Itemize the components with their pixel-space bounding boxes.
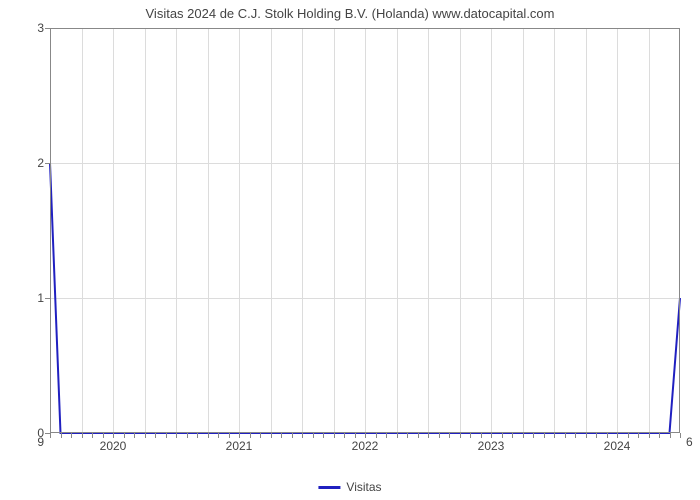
x-end-label: 6	[686, 435, 693, 449]
y-tick-mark	[45, 28, 50, 29]
y-tick-mark	[45, 298, 50, 299]
x-tick-mark	[470, 433, 471, 438]
x-tick-mark	[50, 433, 51, 438]
x-tick-mark	[82, 433, 83, 438]
x-tick-mark	[565, 433, 566, 438]
x-tick-mark	[92, 433, 93, 438]
x-tick-mark	[176, 433, 177, 438]
x-tick-mark	[407, 433, 408, 438]
x-tick-mark	[260, 433, 261, 438]
x-tick-mark	[397, 433, 398, 438]
x-tick-mark	[386, 433, 387, 438]
x-tick-mark	[617, 433, 618, 438]
series-line	[50, 163, 680, 433]
x-tick-mark	[649, 433, 650, 438]
x-tick-mark	[628, 433, 629, 438]
x-tick-mark	[439, 433, 440, 438]
legend-label: Visitas	[346, 480, 381, 494]
x-tick-mark	[533, 433, 534, 438]
y-tick-label: 1	[37, 291, 44, 305]
x-tick-mark	[670, 433, 671, 438]
x-tick-mark	[229, 433, 230, 438]
x-tick-label: 2022	[352, 439, 379, 453]
x-tick-mark	[250, 433, 251, 438]
x-tick-mark	[187, 433, 188, 438]
x-tick-mark	[586, 433, 587, 438]
x-tick-mark	[523, 433, 524, 438]
x-tick-mark	[166, 433, 167, 438]
x-tick-label: 2024	[604, 439, 631, 453]
legend-swatch	[318, 486, 340, 489]
x-tick-mark	[428, 433, 429, 438]
x-start-label: 9	[37, 435, 44, 449]
x-tick-label: 2023	[478, 439, 505, 453]
x-tick-mark	[113, 433, 114, 438]
x-tick-mark	[512, 433, 513, 438]
x-tick-mark	[355, 433, 356, 438]
x-tick-mark	[292, 433, 293, 438]
x-tick-mark	[376, 433, 377, 438]
plot-area: 0123 20202021202220232024 9 6	[50, 28, 680, 433]
x-tick-mark	[281, 433, 282, 438]
x-tick-mark	[680, 433, 681, 438]
x-tick-mark	[491, 433, 492, 438]
chart-title: Visitas 2024 de C.J. Stolk Holding B.V. …	[146, 6, 555, 21]
x-tick-mark	[481, 433, 482, 438]
line-series	[50, 28, 680, 433]
x-tick-label: 2021	[226, 439, 253, 453]
x-tick-mark	[218, 433, 219, 438]
x-tick-mark	[239, 433, 240, 438]
x-tick-mark	[596, 433, 597, 438]
x-tick-mark	[607, 433, 608, 438]
x-tick-mark	[418, 433, 419, 438]
x-tick-mark	[208, 433, 209, 438]
y-tick-label: 3	[37, 21, 44, 35]
x-tick-mark	[313, 433, 314, 438]
x-tick-mark	[544, 433, 545, 438]
x-tick-mark	[334, 433, 335, 438]
x-tick-mark	[71, 433, 72, 438]
x-tick-mark	[145, 433, 146, 438]
x-tick-mark	[659, 433, 660, 438]
x-tick-mark	[61, 433, 62, 438]
x-tick-mark	[575, 433, 576, 438]
x-tick-mark	[365, 433, 366, 438]
y-tick-mark	[45, 163, 50, 164]
x-tick-mark	[554, 433, 555, 438]
x-tick-mark	[124, 433, 125, 438]
x-tick-mark	[344, 433, 345, 438]
x-tick-mark	[460, 433, 461, 438]
y-tick-label: 2	[37, 156, 44, 170]
x-tick-mark	[638, 433, 639, 438]
x-tick-mark	[103, 433, 104, 438]
legend: Visitas	[318, 480, 381, 494]
x-tick-mark	[271, 433, 272, 438]
x-tick-mark	[134, 433, 135, 438]
chart-container: Visitas 2024 de C.J. Stolk Holding B.V. …	[0, 0, 700, 500]
x-tick-mark	[502, 433, 503, 438]
x-tick-mark	[197, 433, 198, 438]
x-tick-mark	[323, 433, 324, 438]
x-tick-mark	[155, 433, 156, 438]
x-tick-mark	[302, 433, 303, 438]
x-tick-mark	[449, 433, 450, 438]
x-tick-label: 2020	[100, 439, 127, 453]
